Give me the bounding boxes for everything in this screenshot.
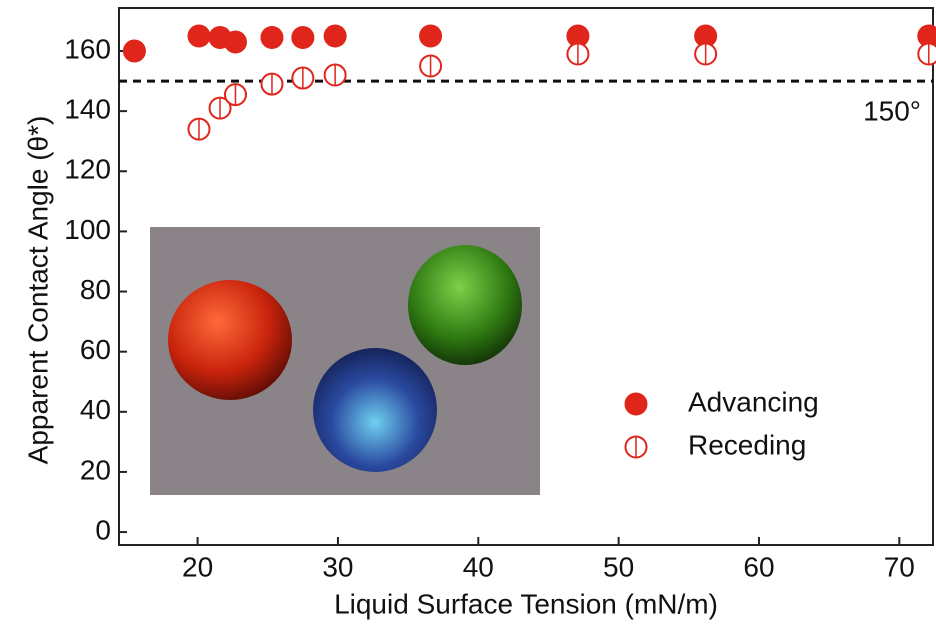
point xyxy=(918,44,936,65)
y-axis-label: Apparent Contact Angle (θ*) xyxy=(22,116,53,465)
point xyxy=(325,25,346,46)
y-tick-label: 100 xyxy=(64,214,111,245)
point xyxy=(292,27,313,48)
y-tick-label: 60 xyxy=(80,334,111,365)
x-axis-label: Liquid Surface Tension (mN/m) xyxy=(334,588,718,619)
legend-label: Receding xyxy=(688,429,806,460)
y-tick-label: 140 xyxy=(64,94,111,125)
point xyxy=(188,25,209,46)
y-tick-label: 120 xyxy=(64,154,111,185)
x-tick-label: 20 xyxy=(182,551,213,582)
inset-photo xyxy=(150,227,540,495)
y-tick-label: 80 xyxy=(80,274,111,305)
x-tick-label: 50 xyxy=(603,551,634,582)
legend-marker xyxy=(626,394,647,415)
point xyxy=(225,31,246,52)
x-tick-label: 70 xyxy=(884,551,915,582)
y-tick-label: 160 xyxy=(64,33,111,64)
point xyxy=(420,25,441,46)
y-tick-label: 0 xyxy=(95,514,111,545)
chart: Apparent Contact Angle (θ*) Liquid Surfa… xyxy=(0,0,936,629)
legend-label: Advancing xyxy=(688,386,819,417)
point xyxy=(124,40,145,61)
y-tick-label: 20 xyxy=(80,454,111,485)
x-tick-label: 40 xyxy=(463,551,494,582)
point xyxy=(261,27,282,48)
reference-label: 150° xyxy=(863,95,921,126)
x-tick-label: 60 xyxy=(743,551,774,582)
y-tick-label: 40 xyxy=(80,394,111,425)
x-tick-label: 30 xyxy=(322,551,353,582)
